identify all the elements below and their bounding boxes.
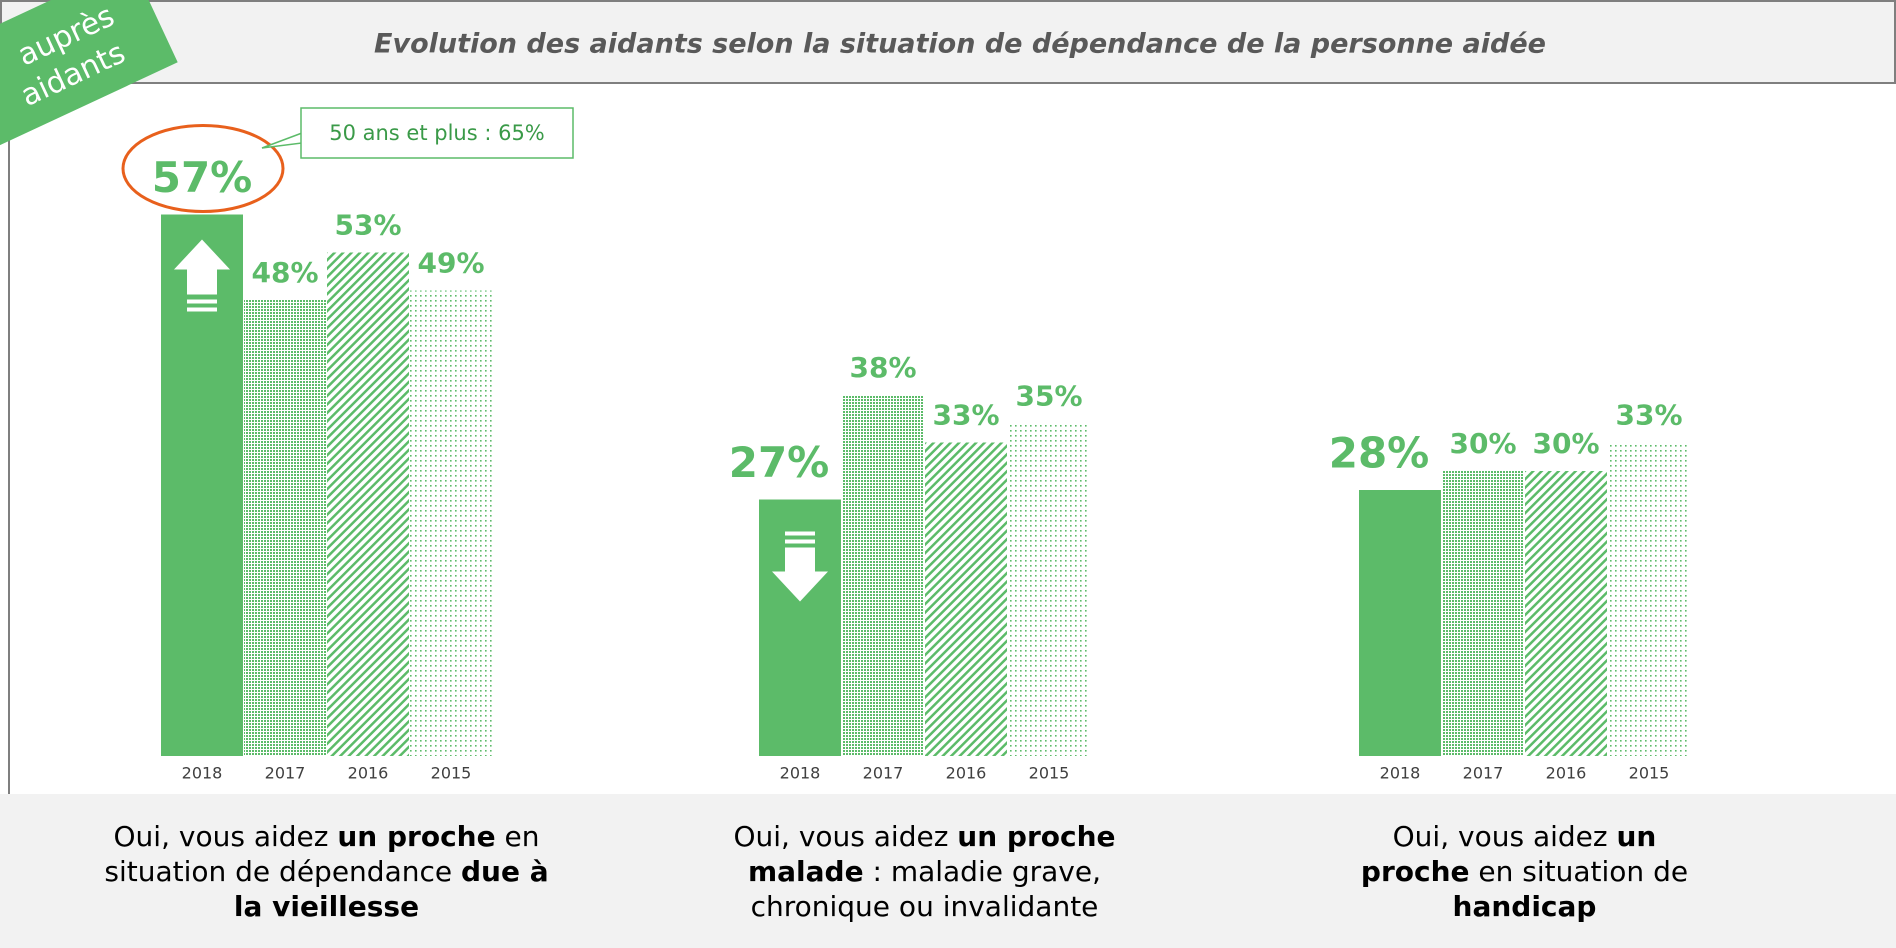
bar [759, 499, 841, 756]
highlight-ring [121, 124, 285, 213]
header-bar [0, 0, 1896, 84]
bar [1442, 471, 1524, 756]
caption-segment: due à [461, 855, 549, 888]
caption-band [0, 794, 1896, 948]
caption-line: malade : maladie grave, [748, 855, 1101, 888]
arrow-line [785, 539, 815, 544]
arrow-line [785, 531, 815, 536]
caption-segment: Oui, vous aidez [733, 820, 957, 853]
arrow-head [174, 239, 230, 295]
slide-title: Evolution des aidants selon la situation… [374, 29, 1546, 60]
x-tick-label: 2015 [1029, 764, 1070, 783]
x-tick-label: 2015 [431, 764, 472, 783]
caption-segment: malade [748, 855, 864, 888]
x-tick-label: 2015 [1629, 764, 1670, 783]
bar [327, 252, 409, 756]
x-tick-label: 2017 [863, 764, 904, 783]
bar [842, 395, 924, 756]
value-label: 57% [152, 153, 253, 202]
value-label: 27% [729, 438, 830, 487]
caption-segment: en [496, 820, 540, 853]
value-label: 38% [849, 351, 916, 384]
caption-segment: en situation de [1470, 855, 1689, 888]
value-label: 53% [334, 209, 401, 242]
caption-line: handicap [1453, 890, 1597, 923]
value-label: 33% [1615, 399, 1682, 432]
corner-tag-bg [0, 0, 178, 160]
caption-line: situation de dépendance due à [104, 855, 548, 888]
caption-line: chronique ou invalidante [751, 890, 1099, 923]
annotation: 50 ans et plus : 65% [329, 121, 545, 145]
trend-arrow [772, 531, 828, 602]
caption-segment: : maladie grave, [864, 855, 1101, 888]
x-tick-label: 2018 [1380, 764, 1421, 783]
caption-line: Oui, vous aidez un proche [733, 820, 1115, 853]
caption-segment: situation de dépendance [104, 855, 461, 888]
caption-line: la vieillesse [234, 890, 419, 923]
bar [161, 214, 243, 756]
caption-segment: Oui, vous aidez [1393, 820, 1617, 853]
bar [1008, 423, 1090, 756]
callout-tail [261, 131, 303, 149]
bar [1608, 442, 1690, 756]
value-label: 33% [932, 399, 999, 432]
value-label: 28% [1329, 429, 1430, 478]
x-tick-label: 2017 [1463, 764, 1504, 783]
x-tick-label: 2016 [1546, 764, 1587, 783]
caption-segment: la vieillesse [234, 890, 419, 923]
value-label: 30% [1449, 427, 1516, 460]
x-tick-label: 2018 [780, 764, 821, 783]
x-tick-label: 2016 [946, 764, 987, 783]
caption-line: Oui, vous aidez un [1393, 820, 1657, 853]
arrow-line [187, 307, 217, 312]
caption-segment: proche [1361, 855, 1470, 888]
corner-tag: auprès aidants [0, 0, 178, 160]
caption-segment: un proche [957, 820, 1115, 853]
caption-line: proche en situation de [1361, 855, 1688, 888]
caption-segment: un [1616, 820, 1656, 853]
value-label: 49% [417, 247, 484, 280]
bar [1525, 471, 1607, 756]
charts: 2018 57% 2017 48% 2016 53% 2015 49% 50 ans et pl… [104, 107, 1690, 923]
value-label: 48% [251, 256, 318, 289]
arrow-line [187, 299, 217, 304]
value-label: 35% [1015, 380, 1082, 413]
bar [410, 290, 492, 756]
caption-line: Oui, vous aidez un proche en [114, 820, 540, 853]
x-tick-label: 2016 [348, 764, 389, 783]
caption-segment: chronique ou invalidante [751, 890, 1099, 923]
callout-box [300, 107, 574, 159]
x-tick-label: 2017 [265, 764, 306, 783]
x-tick-label: 2018 [182, 764, 223, 783]
value-label: 30% [1532, 427, 1599, 460]
trend-arrow [174, 239, 230, 312]
bar [925, 442, 1007, 756]
bar [1359, 490, 1441, 756]
caption-segment: un proche [337, 820, 495, 853]
bar [244, 300, 326, 756]
arrow-head [772, 547, 828, 602]
caption-segment: Oui, vous aidez [114, 820, 338, 853]
caption-segment: handicap [1453, 890, 1597, 923]
